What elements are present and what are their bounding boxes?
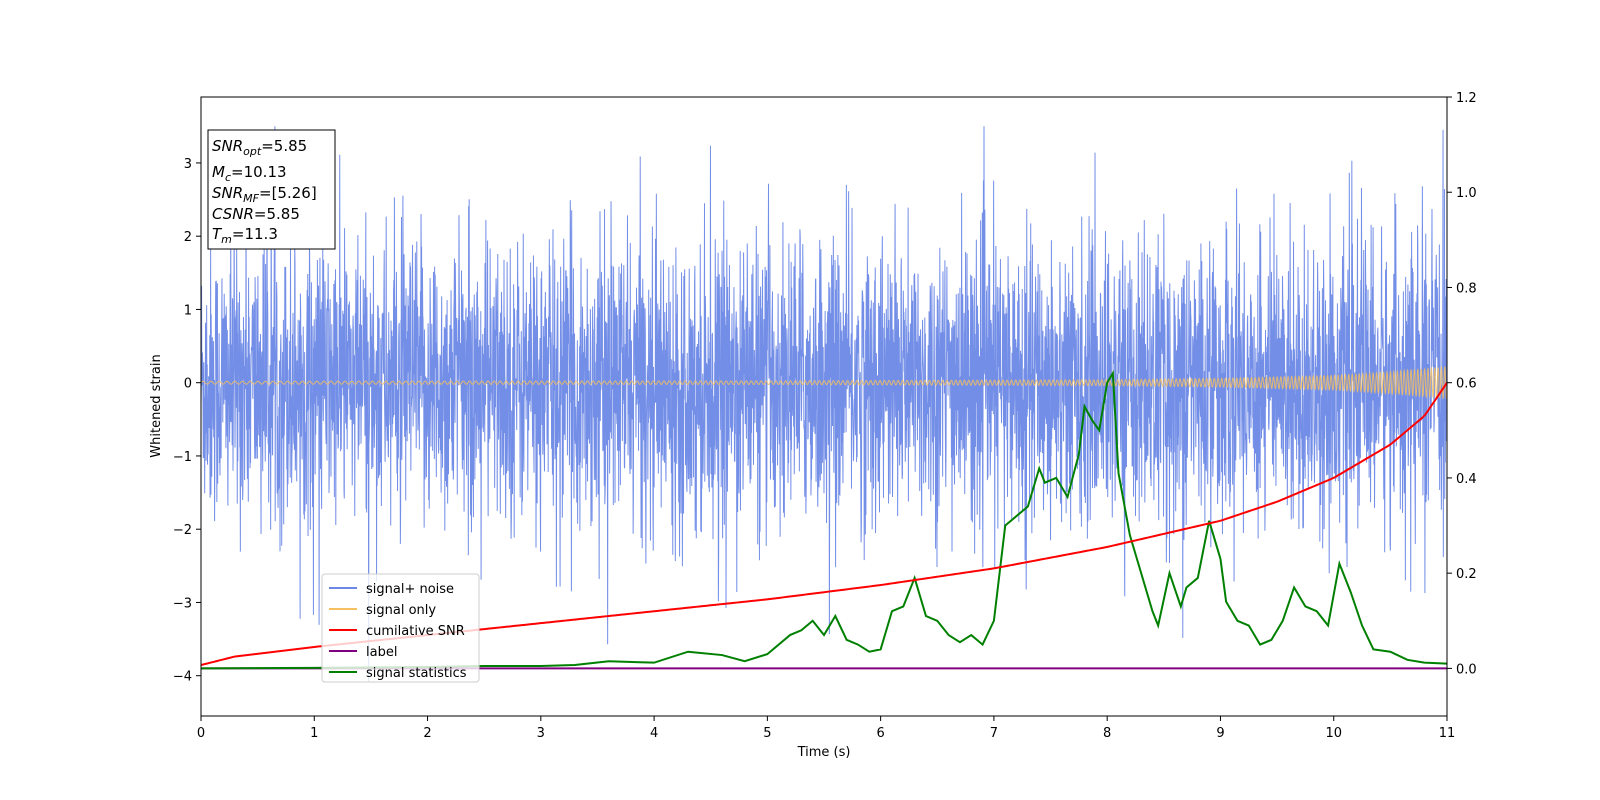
y-right-tick-label: 0.0	[1456, 662, 1477, 677]
x-tick-label: 7	[990, 726, 998, 741]
y-left-tick-label: 0	[184, 377, 192, 392]
series-signal-noise-line	[201, 126, 1447, 683]
series-signal-statistics-line	[201, 369, 1447, 670]
x-tick-label: 6	[876, 726, 884, 741]
x-tick-label: 5	[763, 726, 771, 741]
y-right-tick-label: 1.2	[1456, 91, 1477, 106]
x-tick-label: 0	[197, 726, 205, 741]
y-right-tick-label: 1.0	[1456, 186, 1477, 201]
x-tick-label: 11	[1439, 726, 1456, 741]
series-signal-only-line	[201, 365, 1447, 400]
legend-entry-cumilative-snr: cumilative SNR	[366, 624, 465, 639]
annotation-mc: Mc=10.13	[212, 163, 287, 184]
y-axis-left: 3 2 1 0 −1 −2 −3 −4	[173, 157, 201, 685]
y-axis-right: 1.2 1.0 0.8 0.6 0.4 0.2 0.0	[1447, 91, 1477, 677]
plot-frame	[200, 96, 1448, 717]
annotation-box: SNRopt=5.85 Mc=10.13 SNRMF=[5.26] CSNR=5…	[207, 129, 336, 250]
y-left-tick-label: −3	[173, 596, 192, 611]
legend-entry-signal-noise: signal+ noise	[366, 582, 454, 597]
x-tick-label: 10	[1325, 726, 1342, 741]
legend-entry-signal-only: signal only	[366, 603, 436, 618]
x-axis-label: Time (s)	[797, 745, 851, 760]
x-tick-label: 1	[310, 726, 318, 741]
x-tick-label: 4	[650, 726, 658, 741]
y-left-tick-label: −2	[173, 523, 192, 538]
annotation-snr-mf: SNRMF=[5.26]	[212, 184, 317, 205]
y-right-tick-label: 0.8	[1456, 281, 1477, 296]
x-tick-label: 3	[537, 726, 545, 741]
annotation-tm: Tm=11.3	[212, 225, 278, 246]
x-axis: 0 1 2 3 4 5 6 7 8 9 10 11	[197, 716, 1455, 741]
y-left-tick-label: 2	[184, 230, 192, 245]
x-tick-label: 2	[423, 726, 431, 741]
y-right-tick-label: 0.4	[1456, 472, 1477, 487]
annotation-csnr: CSNR=5.85	[212, 205, 300, 223]
y-left-tick-label: 3	[184, 157, 192, 172]
x-tick-label: 9	[1216, 726, 1224, 741]
annotation-snr-opt: SNRopt=5.85	[212, 137, 307, 158]
y-axis-label: Whitened strain	[149, 354, 164, 457]
y-left-tick-label: 1	[184, 303, 192, 318]
legend-entry-signal-statistics: signal statistics	[366, 666, 467, 681]
y-right-tick-label: 0.6	[1456, 377, 1477, 392]
legend: signal+ noise signal only cumilative SNR la…	[321, 573, 480, 683]
x-tick-label: 8	[1103, 726, 1111, 741]
y-left-tick-label: −1	[173, 450, 192, 465]
legend-entry-label: label	[366, 645, 397, 660]
y-left-tick-label: −4	[173, 670, 192, 685]
y-right-tick-label: 0.2	[1456, 567, 1477, 582]
